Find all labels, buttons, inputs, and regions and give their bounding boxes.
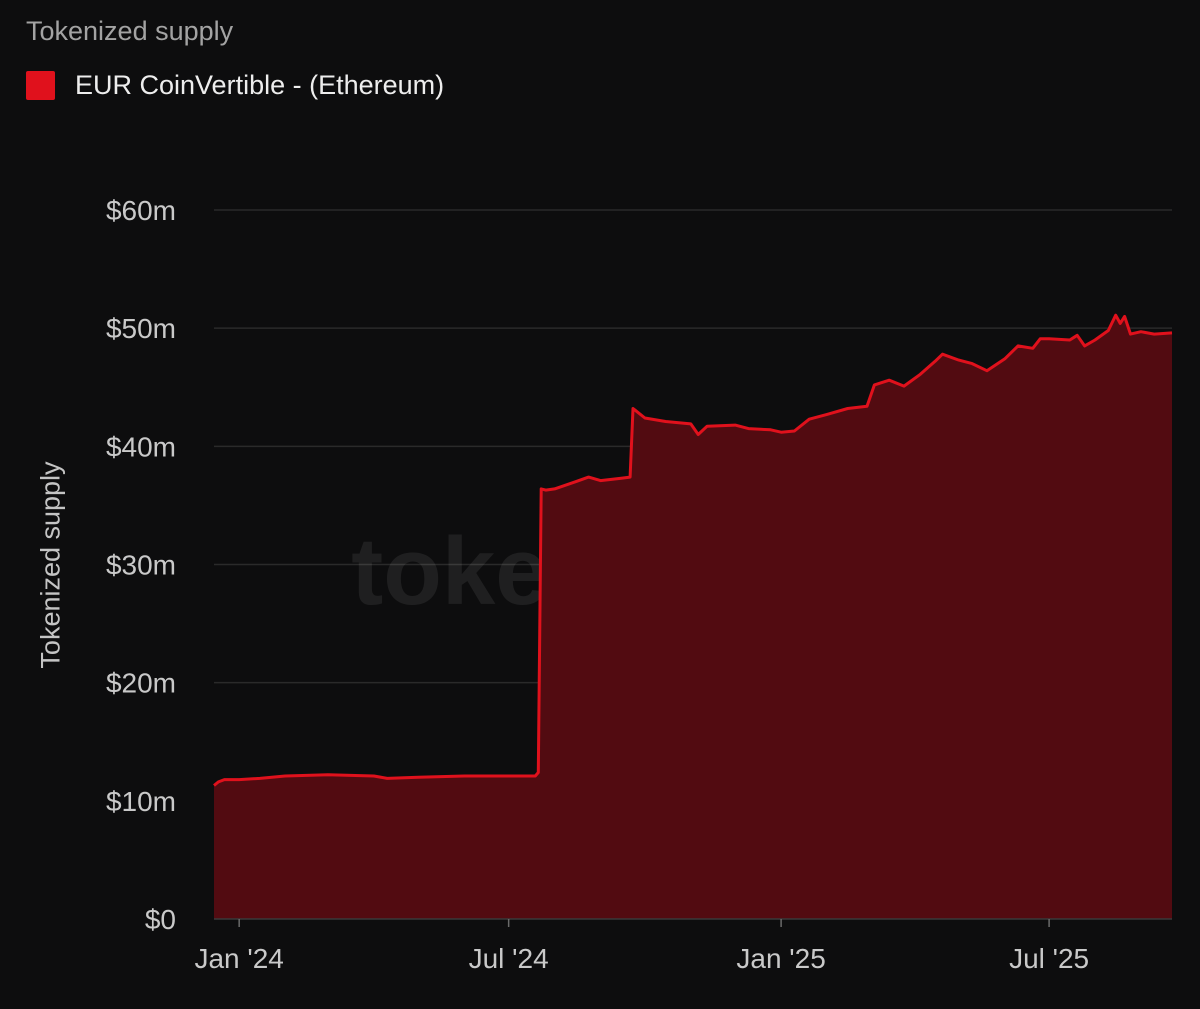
x-tick-label: Jul '25 bbox=[1009, 943, 1089, 974]
legend-label[interactable]: EUR CoinVertible - (Ethereum) bbox=[75, 70, 445, 100]
y-tick-label: $60m bbox=[106, 195, 176, 226]
series-line[interactable] bbox=[213, 313, 1173, 787]
chart-title: Tokenized supply bbox=[26, 16, 234, 46]
legend: EUR CoinVertible - (Ethereum) bbox=[26, 70, 444, 101]
x-tick-label: Jan '24 bbox=[194, 943, 283, 974]
y-tick-label: $10m bbox=[106, 786, 176, 817]
x-tick-label: Jul '24 bbox=[469, 943, 549, 974]
y-tick-label: $50m bbox=[106, 313, 176, 344]
series-area bbox=[214, 315, 1172, 919]
y-tick-label: $0 bbox=[145, 904, 176, 935]
legend-swatch[interactable] bbox=[26, 71, 55, 100]
y-tick-label: $40m bbox=[106, 431, 176, 462]
y-tick-label: $30m bbox=[106, 550, 176, 581]
x-tick-label: Jan '25 bbox=[736, 943, 825, 974]
y-tick-label: $20m bbox=[106, 668, 176, 699]
